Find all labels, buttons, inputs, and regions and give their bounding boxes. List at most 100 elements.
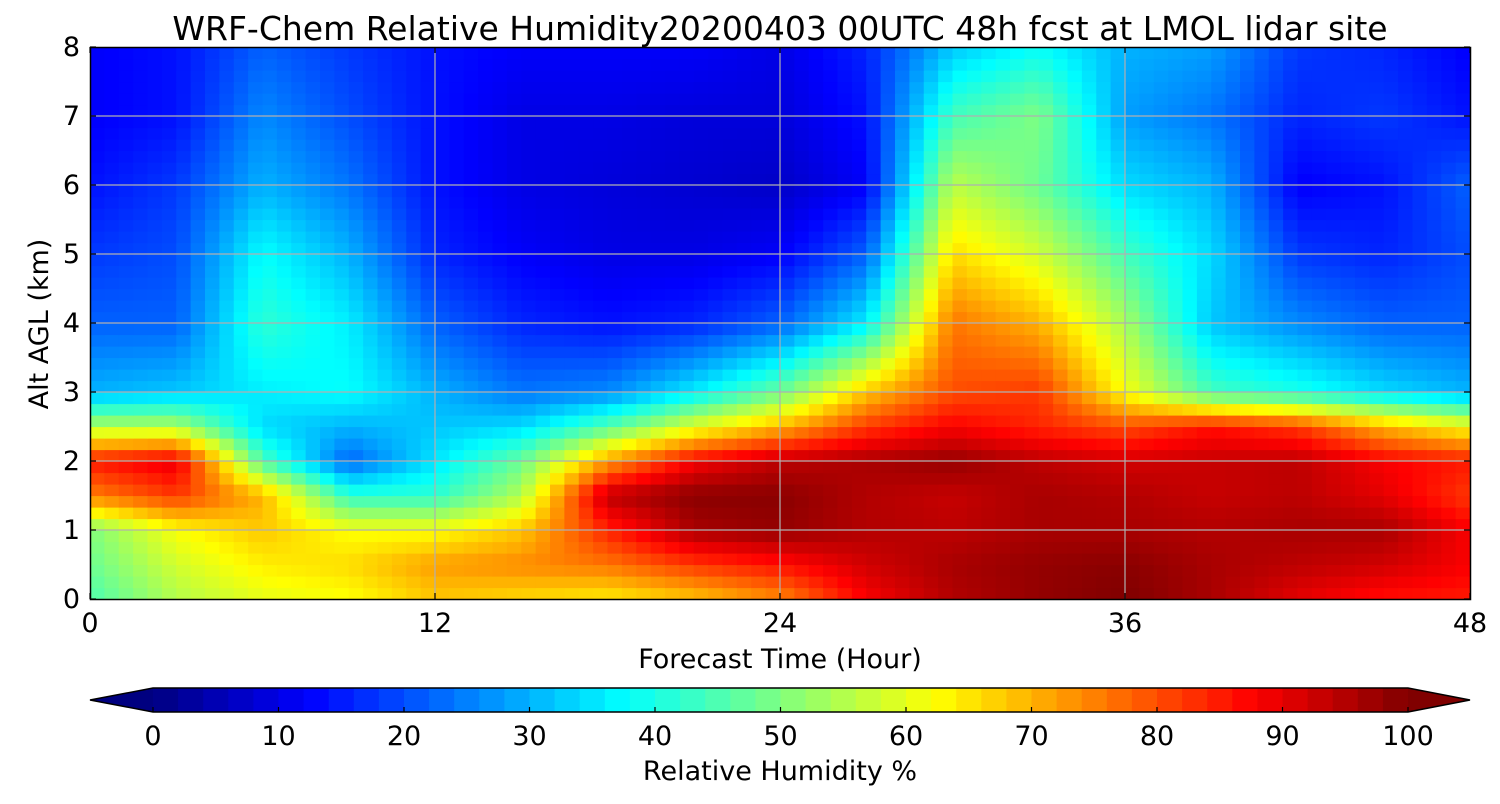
heatmap-cell — [1139, 300, 1155, 313]
heatmap-cell — [492, 81, 508, 94]
heatmap-cell — [118, 300, 134, 313]
heatmap-cell — [895, 150, 910, 163]
heatmap-cell — [478, 58, 494, 71]
heatmap-cell — [650, 369, 666, 382]
heatmap-cell — [305, 518, 321, 531]
heatmap-cell — [665, 346, 680, 359]
heatmap-cell — [1426, 277, 1442, 290]
heatmap-cell — [1010, 58, 1025, 71]
heatmap-cell — [938, 139, 954, 152]
heatmap-cell — [1240, 415, 1255, 428]
heatmap-cell — [104, 587, 120, 600]
heatmap-cell — [564, 438, 580, 451]
heatmap-cell — [564, 70, 580, 83]
heatmap-cell — [1340, 47, 1356, 60]
heatmap-cell — [1369, 242, 1385, 255]
heatmap-cell — [320, 541, 335, 554]
heatmap-cell — [722, 392, 738, 405]
heatmap-cell — [147, 346, 163, 359]
heatmap-cell — [923, 173, 939, 186]
heatmap-cell — [90, 484, 105, 497]
heatmap-cell — [147, 254, 163, 267]
heatmap-cell — [348, 93, 364, 106]
heatmap-cell — [219, 415, 235, 428]
heatmap-cell — [1283, 403, 1299, 416]
heatmap-cell — [104, 426, 120, 439]
heatmap-cell — [550, 104, 565, 117]
heatmap-cell — [1125, 369, 1140, 382]
colorbar-extend-high — [1408, 688, 1470, 712]
heatmap-cell — [435, 380, 450, 393]
heatmap-cell — [190, 47, 206, 60]
heatmap-cell — [492, 173, 508, 186]
heatmap-cell — [1268, 530, 1284, 543]
heatmap-cell — [780, 449, 795, 462]
heatmap-cell — [1398, 81, 1414, 94]
heatmap-cell — [564, 415, 580, 428]
heatmap-cell — [1211, 58, 1227, 71]
heatmap-cell — [578, 242, 594, 255]
heatmap-cell — [190, 196, 206, 209]
heatmap-cell — [636, 334, 652, 347]
heatmap-cell — [794, 449, 810, 462]
heatmap-cell — [880, 357, 896, 370]
heatmap-cell — [133, 254, 149, 267]
heatmap-cell — [895, 553, 910, 566]
heatmap-cell — [420, 392, 436, 405]
heatmap-cell — [1182, 564, 1198, 577]
heatmap-cell — [1455, 162, 1471, 175]
heatmap-cell — [693, 300, 709, 313]
heatmap-cell — [693, 530, 709, 543]
heatmap-cell — [1426, 162, 1442, 175]
heatmap-cell — [1096, 564, 1112, 577]
heatmap-cell — [1398, 208, 1414, 221]
heatmap-cell — [190, 288, 206, 301]
heatmap-cell — [1455, 93, 1471, 106]
heatmap-cell — [463, 553, 479, 566]
heatmap-cell — [938, 484, 954, 497]
heatmap-cell — [966, 403, 982, 416]
heatmap-cell — [420, 461, 436, 474]
heatmap-cell — [736, 196, 752, 209]
heatmap-cell — [751, 472, 767, 485]
heatmap-cell — [851, 265, 867, 278]
heatmap-cell — [1081, 208, 1097, 221]
heatmap-cell — [190, 403, 206, 416]
heatmap-cell — [1283, 587, 1299, 600]
heatmap-cell — [1225, 93, 1241, 106]
heatmap-cell — [578, 438, 594, 451]
heatmap-cell — [823, 185, 839, 198]
heatmap-cell — [923, 93, 939, 106]
heatmap-cell — [1283, 185, 1299, 198]
heatmap-cell — [550, 380, 565, 393]
heatmap-cell — [780, 530, 795, 543]
heatmap-cell — [1024, 369, 1040, 382]
heatmap-cell — [1067, 507, 1083, 520]
heatmap-cell — [1268, 472, 1284, 485]
heatmap-cell — [1426, 403, 1442, 416]
heatmap-cell — [1110, 127, 1126, 140]
heatmap-cell — [995, 116, 1011, 129]
heatmap-cell — [276, 587, 292, 600]
heatmap-cell — [808, 334, 824, 347]
heatmap-cell — [665, 185, 680, 198]
heatmap-cell — [90, 357, 105, 370]
heatmap-cell — [952, 507, 968, 520]
heatmap-cell — [1412, 380, 1428, 393]
heatmap-cell — [535, 449, 551, 462]
heatmap-cell — [708, 530, 724, 543]
heatmap-cell — [1168, 530, 1184, 543]
heatmap-cell — [621, 403, 637, 416]
heatmap-cell — [1096, 357, 1112, 370]
heatmap-cell — [478, 426, 494, 439]
heatmap-cell — [118, 104, 134, 117]
heatmap-cell — [161, 265, 177, 278]
heatmap-cell — [938, 392, 954, 405]
heatmap-cell — [851, 139, 867, 152]
heatmap-cell — [837, 564, 853, 577]
heatmap-cell — [851, 553, 867, 566]
heatmap-cell — [133, 438, 149, 451]
heatmap-cell — [1283, 104, 1299, 117]
heatmap-cell — [1182, 461, 1198, 474]
heatmap-cell — [981, 70, 997, 83]
